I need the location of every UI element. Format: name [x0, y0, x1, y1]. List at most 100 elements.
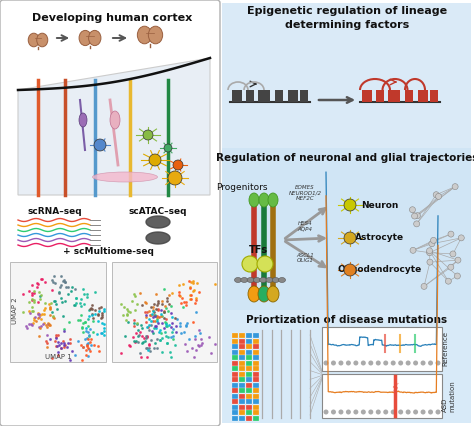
- Bar: [222, 3, 471, 148]
- Point: [118, 350, 125, 357]
- Point: [71, 351, 79, 358]
- Point: [28, 308, 36, 314]
- Point: [189, 345, 196, 351]
- Text: Reference: Reference: [442, 331, 448, 366]
- Point: [19, 309, 27, 316]
- Point: [78, 356, 86, 363]
- Point: [49, 278, 57, 285]
- Bar: [376, 90, 384, 102]
- Point: [192, 347, 200, 354]
- Point: [62, 284, 70, 291]
- Point: [170, 325, 177, 332]
- Bar: [239, 366, 245, 371]
- Bar: [288, 90, 298, 102]
- Point: [86, 339, 94, 345]
- Point: [186, 284, 193, 291]
- Point: [151, 300, 158, 307]
- Point: [55, 338, 62, 345]
- Point: [154, 335, 161, 342]
- Point: [52, 337, 59, 344]
- Point: [33, 317, 40, 324]
- Circle shape: [436, 360, 440, 366]
- Point: [94, 310, 102, 317]
- Point: [55, 341, 63, 348]
- Text: scRNA–seq: scRNA–seq: [27, 207, 82, 216]
- Point: [155, 328, 163, 335]
- Bar: [418, 90, 428, 102]
- Point: [168, 319, 175, 326]
- Bar: [246, 360, 252, 366]
- Point: [66, 335, 74, 342]
- Bar: [222, 148, 471, 310]
- Point: [198, 335, 205, 342]
- Point: [147, 304, 155, 311]
- Point: [25, 298, 33, 305]
- Point: [182, 321, 190, 328]
- Point: [28, 296, 36, 303]
- Point: [121, 333, 129, 340]
- Ellipse shape: [268, 193, 278, 207]
- Point: [133, 320, 141, 326]
- Point: [98, 310, 106, 317]
- Ellipse shape: [248, 286, 260, 302]
- Point: [190, 354, 198, 360]
- Point: [158, 300, 166, 307]
- Point: [152, 306, 160, 313]
- Point: [89, 315, 97, 322]
- Point: [45, 321, 53, 328]
- Circle shape: [346, 360, 351, 366]
- Point: [165, 291, 173, 298]
- Text: + scMultiome-seq: + scMultiome-seq: [63, 248, 154, 256]
- Point: [171, 342, 179, 349]
- Bar: [246, 355, 252, 360]
- Point: [141, 308, 149, 315]
- Point: [164, 340, 171, 347]
- Ellipse shape: [110, 111, 120, 129]
- Bar: [239, 355, 245, 360]
- Circle shape: [168, 171, 182, 185]
- Point: [61, 342, 68, 348]
- Circle shape: [450, 251, 456, 257]
- Point: [120, 304, 128, 311]
- Point: [67, 340, 74, 347]
- Point: [186, 295, 193, 302]
- Point: [146, 340, 153, 347]
- Point: [169, 333, 176, 340]
- Point: [46, 311, 54, 318]
- Point: [142, 311, 149, 318]
- Point: [143, 333, 150, 340]
- Point: [59, 312, 67, 319]
- Circle shape: [344, 199, 356, 211]
- Point: [90, 328, 97, 335]
- Point: [130, 291, 137, 297]
- Point: [50, 272, 58, 279]
- Circle shape: [406, 409, 410, 414]
- Point: [177, 330, 184, 337]
- Point: [195, 343, 203, 350]
- Point: [79, 344, 86, 351]
- Point: [154, 318, 161, 325]
- Point: [162, 302, 169, 309]
- Bar: [232, 344, 238, 349]
- Bar: [246, 399, 252, 404]
- FancyBboxPatch shape: [0, 0, 220, 426]
- Point: [167, 354, 174, 361]
- Point: [31, 315, 38, 322]
- Point: [176, 323, 183, 330]
- Point: [28, 291, 36, 298]
- Point: [189, 288, 196, 295]
- Point: [68, 348, 75, 354]
- Point: [186, 291, 193, 298]
- Point: [79, 320, 87, 326]
- Point: [158, 297, 165, 304]
- Point: [134, 326, 142, 333]
- Point: [173, 322, 180, 329]
- Bar: [246, 339, 252, 343]
- Point: [195, 288, 203, 295]
- Circle shape: [436, 409, 440, 414]
- Point: [32, 314, 39, 321]
- Point: [157, 310, 164, 317]
- Point: [55, 288, 63, 295]
- Text: ASD
mutation: ASD mutation: [442, 380, 455, 412]
- Point: [205, 334, 213, 341]
